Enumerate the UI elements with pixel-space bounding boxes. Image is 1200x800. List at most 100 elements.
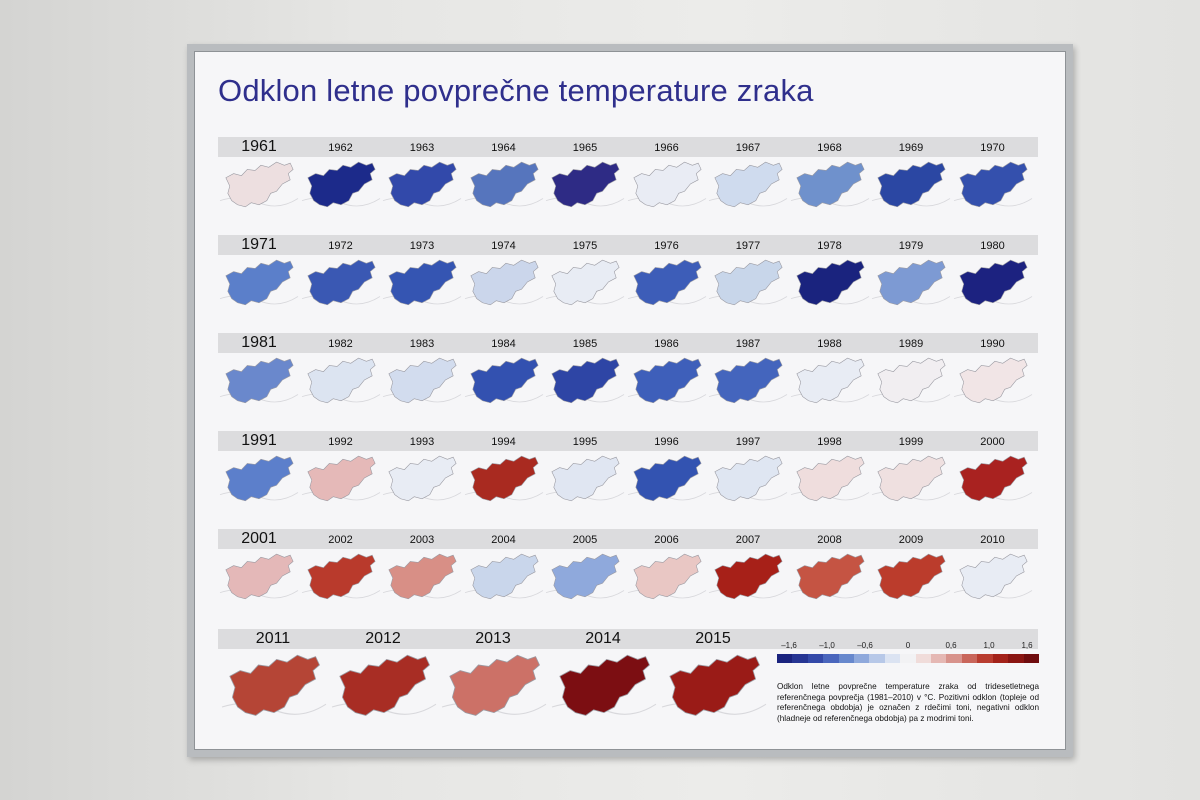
year-map-1998: 1998 — [789, 431, 871, 521]
year-label: 2012 — [365, 630, 401, 647]
year-label: 2013 — [475, 630, 511, 647]
legend-label: 1,0 — [983, 641, 995, 650]
map-shape — [877, 357, 946, 404]
year-label: 1977 — [735, 240, 761, 252]
slovenia-map — [301, 553, 380, 600]
year-label: 1989 — [898, 338, 924, 350]
legend-swatch — [777, 654, 793, 663]
year-map-1979: 1979 — [870, 235, 952, 325]
year-label: 1984 — [491, 338, 516, 350]
year-map-1984: 1984 — [463, 333, 545, 423]
map-shape — [339, 654, 430, 716]
slovenia-map — [708, 259, 788, 306]
map-shape — [877, 259, 946, 306]
year-label: 2000 — [980, 436, 1005, 448]
year-label: 1966 — [654, 142, 679, 154]
year-map-1980: 1980 — [952, 235, 1034, 325]
map-shape — [877, 455, 946, 502]
slovenia-map — [331, 654, 437, 716]
year-label: 1961 — [241, 138, 277, 155]
map-shape — [229, 654, 320, 716]
map-shape — [795, 357, 864, 404]
map-shape — [306, 455, 375, 502]
legend-swatch — [792, 654, 808, 663]
year-map-2015: 2015 — [658, 629, 768, 719]
map-shape — [714, 357, 783, 404]
year-label: 2004 — [491, 534, 516, 546]
map-shape — [632, 259, 701, 306]
map-shape — [958, 259, 1027, 306]
year-map-1972: 1972 — [300, 235, 382, 325]
year-map-1992: 1992 — [300, 431, 382, 521]
map-shape — [306, 357, 375, 404]
year-map-2014: 2014 — [548, 629, 658, 719]
slovenia-map — [221, 654, 327, 716]
map-shape — [388, 357, 457, 404]
legend-caption: Odklon letne povprečne temperature zraka… — [777, 682, 1039, 723]
year-map-1977: 1977 — [707, 235, 789, 325]
map-shape — [669, 654, 760, 716]
year-label: 1972 — [328, 240, 353, 252]
year-label: 1968 — [817, 142, 842, 154]
map-shape — [551, 161, 620, 208]
year-map-1994: 1994 — [463, 431, 545, 521]
year-label: 1992 — [328, 436, 353, 448]
year-row: 1961 1962 1963 1964 1965 1966 1967 1968 1969 1970 — [218, 137, 1038, 227]
year-map-2004: 2004 — [463, 529, 545, 619]
year-label: 1986 — [654, 338, 679, 350]
year-map-1988: 1988 — [789, 333, 871, 423]
year-map-1989: 1989 — [870, 333, 952, 423]
year-label: 1983 — [409, 338, 435, 350]
legend-swatch — [807, 654, 824, 663]
year-label: 1991 — [241, 432, 277, 449]
year-label: 1967 — [735, 142, 761, 154]
year-map-1982: 1982 — [300, 333, 382, 423]
year-map-2013: 2013 — [438, 629, 548, 719]
year-label: 2002 — [328, 534, 353, 546]
map-shape — [306, 161, 375, 208]
year-label: 1971 — [241, 236, 277, 253]
year-map-1991: 1991 — [218, 431, 300, 521]
slovenia-map — [219, 357, 299, 404]
slovenia-map — [953, 161, 1032, 208]
year-label: 2015 — [695, 630, 731, 647]
year-label: 1975 — [572, 240, 598, 252]
slovenia-map — [627, 259, 706, 306]
map-shape — [632, 553, 701, 600]
row-band — [218, 431, 1038, 451]
legend-swatch — [992, 654, 1009, 663]
slovenia-map — [871, 259, 951, 306]
year-map-1990: 1990 — [952, 333, 1034, 423]
legend-swatch — [838, 654, 855, 663]
year-label: 1996 — [654, 436, 679, 448]
year-map-2005: 2005 — [544, 529, 626, 619]
legend-labels: –1,6 –1,0 –0,6 0 0,6 1,0 1,6 — [777, 641, 1039, 653]
year-label: 1999 — [898, 436, 924, 448]
slovenia-map — [545, 161, 625, 208]
slovenia-map — [790, 357, 869, 404]
slovenia-map — [382, 553, 462, 600]
year-label: 1965 — [572, 142, 598, 154]
slovenia-map — [219, 161, 299, 208]
year-label: 1998 — [817, 436, 842, 448]
legend-swatch — [961, 654, 978, 663]
slovenia-map — [219, 455, 299, 502]
year-map-1969: 1969 — [870, 137, 952, 227]
slovenia-map — [871, 553, 951, 600]
year-label: 2014 — [585, 630, 621, 647]
slovenia-map — [219, 553, 299, 600]
map-shape — [795, 161, 864, 208]
map-shape — [714, 259, 783, 306]
year-label: 1978 — [817, 240, 842, 252]
year-map-1975: 1975 — [544, 235, 626, 325]
legend-swatch — [854, 654, 870, 663]
year-label: 1985 — [572, 338, 598, 350]
poster-frame: Odklon letne povprečne temperature zraka… — [187, 44, 1073, 757]
legend-swatch — [1023, 654, 1039, 663]
year-map-1967: 1967 — [707, 137, 789, 227]
map-shape — [958, 161, 1027, 208]
map-shape — [388, 259, 457, 306]
year-label: 1970 — [980, 142, 1005, 154]
year-label: 1982 — [328, 338, 353, 350]
year-label: 2008 — [817, 534, 842, 546]
